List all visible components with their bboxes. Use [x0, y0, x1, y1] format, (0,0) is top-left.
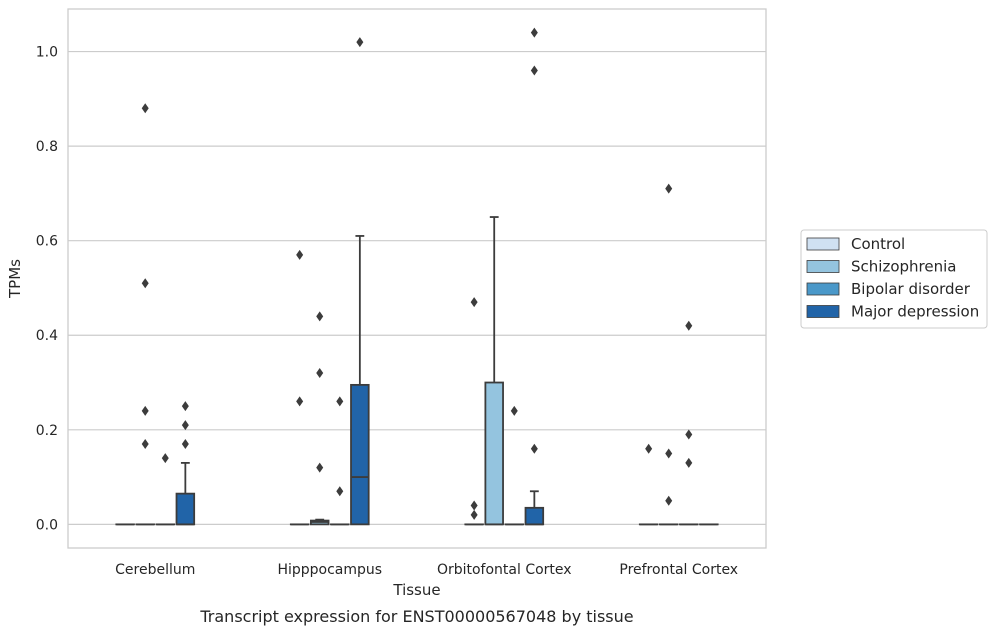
outlier-point [182, 420, 189, 430]
legend-swatch [807, 283, 839, 295]
outlier-point [316, 311, 323, 321]
plot-frame [68, 9, 766, 548]
outlier-point [162, 453, 169, 463]
x-tick-label: Cerebellum [115, 562, 195, 578]
box-major-depression [177, 463, 195, 524]
legend-item: Major depression [807, 303, 979, 321]
outlier-point [182, 401, 189, 411]
box-body [485, 383, 503, 525]
box-major-depression [351, 236, 369, 524]
legend-swatch [807, 261, 839, 273]
y-tick-label: 0.6 [36, 234, 58, 250]
outlier-point [471, 297, 478, 307]
outlier-point [316, 368, 323, 378]
outlier-point [182, 439, 189, 449]
outlier-point [665, 496, 672, 506]
outlier-point [316, 463, 323, 473]
grid-lines [68, 52, 766, 525]
outlier-point [685, 321, 692, 331]
outlier-point [142, 103, 149, 113]
chart-caption: Transcript expression for ENST0000056704… [199, 607, 633, 626]
x-tick-labels: Cerebellum Hipppocampus Orbitofontal Corte… [115, 562, 738, 578]
box-body [526, 508, 544, 525]
y-tick-label: 0.8 [36, 139, 58, 155]
outlier-point [665, 184, 672, 194]
outlier-point [471, 500, 478, 510]
outlier-point [471, 510, 478, 520]
outlier-point [336, 396, 343, 406]
box-body [177, 494, 195, 525]
legend-swatch [807, 238, 839, 250]
y-tick-label: 0.2 [36, 423, 58, 439]
box-schizophrenia [485, 217, 503, 524]
outlier-point [531, 444, 538, 454]
legend-label: Bipolar disorder [851, 280, 971, 298]
y-tick-labels: 0.0 0.2 0.4 0.6 0.8 1.0 [36, 45, 58, 534]
y-axis-label: TPMs [6, 259, 24, 299]
outlier-point [531, 28, 538, 38]
outlier-point [511, 406, 518, 416]
outlier-point [685, 430, 692, 440]
legend: Control Schizophrenia Bipolar disorder Majo… [801, 230, 987, 328]
outlier-point [665, 448, 672, 458]
outlier-point [336, 486, 343, 496]
outlier-point [645, 444, 652, 454]
y-tick-label: 0.4 [36, 328, 58, 344]
legend-item: Schizophrenia [807, 258, 956, 276]
legend-label: Major depression [851, 303, 979, 321]
outlier-point [142, 278, 149, 288]
box-major-depression [526, 491, 544, 524]
x-axis-label: Tissue [392, 581, 440, 599]
outlier-point [296, 250, 303, 260]
outlier-point [685, 458, 692, 468]
outlier-point [142, 406, 149, 416]
y-tick-label: 1.0 [36, 45, 58, 61]
legend-item: Bipolar disorder [807, 280, 971, 298]
x-tick-label: Hipppocampus [277, 562, 382, 578]
outlier-point [531, 65, 538, 75]
y-tick-label: 0.0 [36, 517, 58, 533]
outlier-points [142, 28, 693, 520]
legend-swatch [807, 306, 839, 318]
outlier-point [296, 396, 303, 406]
box-plots [116, 217, 717, 524]
legend-item: Control [807, 235, 905, 253]
box-body [351, 385, 369, 524]
outlier-point [356, 37, 363, 47]
x-tick-label: Prefrontal Cortex [619, 562, 738, 578]
outlier-point [142, 439, 149, 449]
x-tick-label: Orbitofontal Cortex [437, 562, 572, 578]
legend-label: Schizophrenia [851, 258, 956, 276]
legend-label: Control [851, 235, 905, 253]
box-schizophrenia [311, 520, 329, 525]
